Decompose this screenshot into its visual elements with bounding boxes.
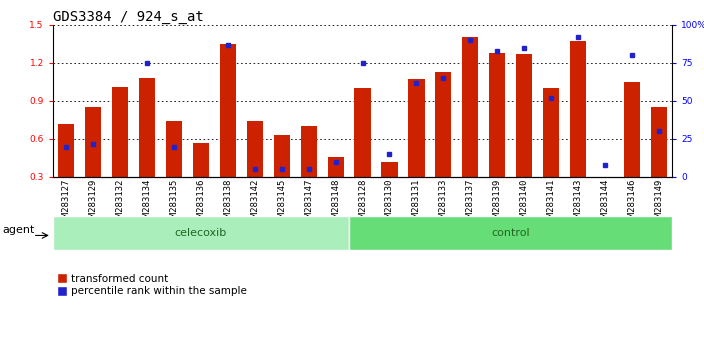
Bar [58, 124, 75, 177]
Text: celecoxib: celecoxib [175, 228, 227, 238]
Text: agent: agent [3, 225, 35, 235]
Text: control: control [491, 228, 530, 238]
Bar [650, 107, 667, 177]
Bar [349, 216, 672, 250]
Bar [301, 126, 317, 177]
Bar [246, 121, 263, 177]
Bar [516, 54, 532, 177]
Bar [112, 87, 128, 177]
Bar [166, 121, 182, 177]
Bar [435, 72, 451, 177]
Bar [489, 53, 505, 177]
Bar [570, 41, 586, 177]
Bar [274, 135, 290, 177]
Bar [463, 38, 479, 177]
Bar [53, 216, 349, 250]
Bar [85, 107, 101, 177]
Bar [355, 88, 370, 177]
Text: GDS3384 / 924_s_at: GDS3384 / 924_s_at [53, 10, 203, 24]
Bar [139, 78, 155, 177]
Bar [220, 44, 236, 177]
Bar [408, 79, 425, 177]
Bar [624, 82, 640, 177]
Legend: transformed count, percentile rank within the sample: transformed count, percentile rank withi… [58, 274, 246, 296]
Bar [543, 88, 559, 177]
Bar [327, 157, 344, 177]
Bar [382, 162, 398, 177]
Bar [193, 143, 209, 177]
